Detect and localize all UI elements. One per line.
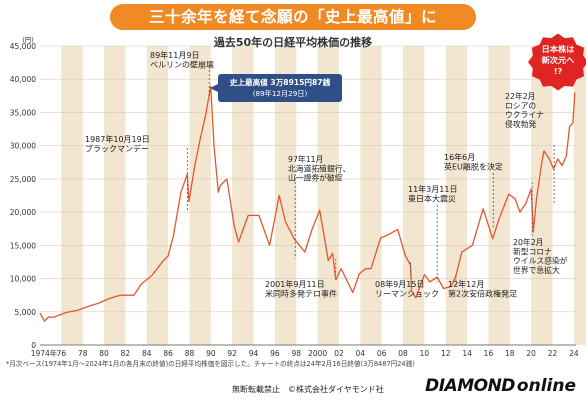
x-tick-label: 18 bbox=[505, 349, 515, 358]
banner-title: 三十余年を経て念願の「史上最高値」に bbox=[110, 4, 476, 30]
x-tick-label: 80 bbox=[99, 349, 109, 358]
x-tick-label: 82 bbox=[121, 349, 131, 358]
annotation-black-monday-line: 1987年10月19日 bbox=[85, 134, 150, 144]
annotation-covid-line: 20年2月 bbox=[513, 237, 543, 247]
y-tick-label: 5,000 bbox=[15, 308, 37, 317]
copyright-text: 無断転載禁止 ©株式会社ダイヤモンド社 bbox=[232, 385, 384, 394]
annotation-black-monday-line: ブラックマンデー bbox=[85, 144, 149, 154]
x-tick-label: 98 bbox=[291, 349, 301, 358]
annotation-berlin-wall-line: ベルリンの壁崩壊 bbox=[150, 60, 214, 70]
record-high-date: (89年12月29日) bbox=[253, 89, 308, 98]
x-tick-label: 88 bbox=[185, 349, 195, 358]
annotation-covid-line: ウイルス感染が bbox=[513, 256, 568, 266]
callout-text: 新次元へ bbox=[542, 55, 576, 65]
annotation-ukraine-line: 侵攻勃発 bbox=[505, 119, 536, 129]
annotation-abe-government-line: 第2次安倍政権発足 bbox=[448, 289, 517, 299]
annotation-bank-failures-line: 97年11月 bbox=[288, 154, 323, 164]
annotation-covid-line: 新型コロナ bbox=[513, 246, 552, 256]
chart-title: 過去50年の日経平均株価の推移 bbox=[213, 36, 373, 49]
record-high-box bbox=[218, 74, 342, 102]
x-tick-label: 08 bbox=[398, 349, 408, 358]
grid-band bbox=[573, 46, 586, 345]
callout-burst bbox=[528, 33, 586, 91]
grid-band bbox=[274, 46, 297, 345]
x-tick-label: 84 bbox=[142, 349, 152, 358]
x-tick-label: 94 bbox=[249, 349, 259, 358]
grid-band bbox=[232, 46, 254, 345]
x-tick-label: 02 bbox=[334, 349, 344, 358]
grid-band bbox=[445, 46, 468, 345]
y-tick-label: 30,000 bbox=[10, 142, 36, 151]
y-tick-label: 15,000 bbox=[10, 241, 36, 250]
x-tick-label: 06 bbox=[377, 349, 387, 358]
grid-band bbox=[531, 46, 553, 345]
annotation-lehman-shock-line: 08年9月15日 bbox=[375, 279, 424, 289]
record-high-pointer bbox=[210, 84, 218, 92]
grid-band bbox=[488, 46, 510, 345]
x-tick-label: 90 bbox=[206, 349, 216, 358]
y-tick-label: 20,000 bbox=[10, 208, 36, 217]
y-tick-label: 10,000 bbox=[10, 275, 36, 284]
annotation-terror-attack-line: 米同時多発テロ事件 bbox=[265, 289, 337, 299]
grid-band bbox=[403, 46, 425, 345]
x-tick-label: 96 bbox=[270, 349, 280, 358]
x-tick-label: 04 bbox=[356, 349, 366, 358]
brand-main: DIAMOND bbox=[425, 376, 515, 396]
annotation-bank-failures-line: 北海道拓殖銀行、 bbox=[288, 163, 350, 173]
x-tick-label: 22 bbox=[548, 349, 558, 358]
annotation-earthquake-line: 東日本大震災 bbox=[408, 194, 456, 204]
grid-band bbox=[317, 46, 339, 345]
x-tick-label: 78 bbox=[78, 349, 88, 358]
grid-band bbox=[189, 46, 211, 345]
annotation-covid-line: 世界で急拡大 bbox=[513, 265, 560, 275]
grid-band bbox=[360, 46, 382, 345]
annotation-earthquake-line: 11年3月11日 bbox=[408, 184, 457, 194]
annotation-abe-government-line: 12年12月 bbox=[448, 279, 484, 289]
y-tick-label: 25,000 bbox=[10, 175, 36, 184]
y-tick-label: 35,000 bbox=[10, 108, 36, 117]
annotation-bank-failures-line: 山一證券が破綻 bbox=[288, 173, 343, 183]
x-tick-label: 20 bbox=[526, 349, 536, 358]
footnote: *月次ベース(1974年1月〜2024年1月の各月末の終値)の日経平均株価を図示… bbox=[6, 360, 415, 368]
grid-band bbox=[104, 46, 126, 345]
brand-sub: online bbox=[516, 376, 576, 396]
x-tick-label: 14 bbox=[462, 349, 472, 358]
x-tick-label: 10 bbox=[420, 349, 430, 358]
y-axis-unit: (円) bbox=[22, 36, 34, 44]
x-tick-label: 92 bbox=[227, 349, 237, 358]
annotation-lehman-shock-line: リーマンショック bbox=[375, 290, 439, 299]
y-tick-label: 45,000 bbox=[10, 42, 36, 51]
x-tick-label: 86 bbox=[163, 349, 173, 358]
record-high-label: 史上最高値 3万8915円87銭 bbox=[230, 77, 331, 87]
x-tick-label: 24 bbox=[569, 349, 579, 358]
annotation-ukraine-line: 22年2月 bbox=[505, 91, 535, 101]
annotation-brexit-line: 16年6月 bbox=[444, 152, 475, 162]
annotation-ukraine-line: ウクライナ bbox=[505, 111, 544, 120]
x-tick-label: 76 bbox=[57, 349, 67, 358]
brand-logo: DIAMOND online bbox=[425, 376, 576, 396]
annotation-terror-attack-line: 2001年9月11日 bbox=[265, 279, 325, 289]
x-tick-label: 1974年 bbox=[31, 348, 58, 358]
annotation-berlin-wall-line: 89年11月9日 bbox=[150, 50, 199, 60]
grid-band bbox=[61, 46, 83, 345]
y-tick-label: 40,000 bbox=[10, 75, 36, 84]
grid-band bbox=[146, 46, 169, 345]
x-tick-label: 16 bbox=[484, 349, 494, 358]
y-tick-label: 0 bbox=[31, 341, 36, 350]
nikkei-series-line bbox=[39, 85, 576, 322]
callout-text: 日本株は bbox=[542, 44, 575, 54]
x-tick-label: 12 bbox=[441, 349, 451, 358]
annotation-ukraine-line: ロシアの bbox=[505, 101, 536, 110]
annotation-brexit-line: 英EU離脱を決定 bbox=[444, 162, 503, 172]
callout-text: !? bbox=[554, 66, 563, 76]
x-tick-label: 2000 bbox=[308, 349, 327, 358]
